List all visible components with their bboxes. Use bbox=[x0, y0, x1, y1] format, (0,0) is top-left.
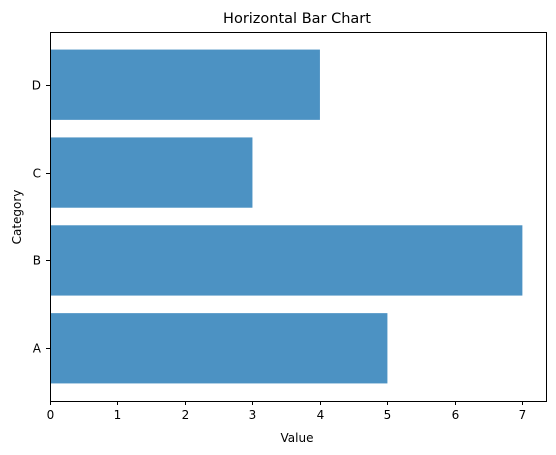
y-tick-label: C bbox=[33, 167, 41, 181]
chart-title: Horizontal Bar Chart bbox=[223, 11, 371, 27]
x-tick-label: 2 bbox=[182, 408, 190, 422]
bar-c bbox=[50, 137, 253, 208]
x-tick-label: 5 bbox=[384, 408, 392, 422]
x-tick-label: 3 bbox=[249, 408, 257, 422]
y-tick-label: B bbox=[33, 254, 41, 268]
x-tick-label: 0 bbox=[47, 408, 55, 422]
x-axis-label: Value bbox=[281, 431, 314, 445]
x-axis-ticks: 0 1 2 3 4 5 6 7 bbox=[47, 401, 527, 422]
x-tick-label: 7 bbox=[519, 408, 527, 422]
y-tick-label: D bbox=[32, 79, 41, 93]
bar-b bbox=[50, 225, 523, 296]
x-tick-label: 1 bbox=[114, 408, 122, 422]
bars-group bbox=[50, 49, 523, 384]
plot-frame bbox=[50, 32, 547, 402]
y-axis-label: Category bbox=[10, 190, 24, 245]
bar-a bbox=[50, 313, 388, 384]
y-axis-ticks: A B C D bbox=[32, 79, 50, 356]
y-tick-label: A bbox=[33, 342, 42, 356]
x-tick-label: 4 bbox=[317, 408, 325, 422]
x-tick-label: 6 bbox=[452, 408, 460, 422]
bar-d bbox=[50, 49, 320, 120]
